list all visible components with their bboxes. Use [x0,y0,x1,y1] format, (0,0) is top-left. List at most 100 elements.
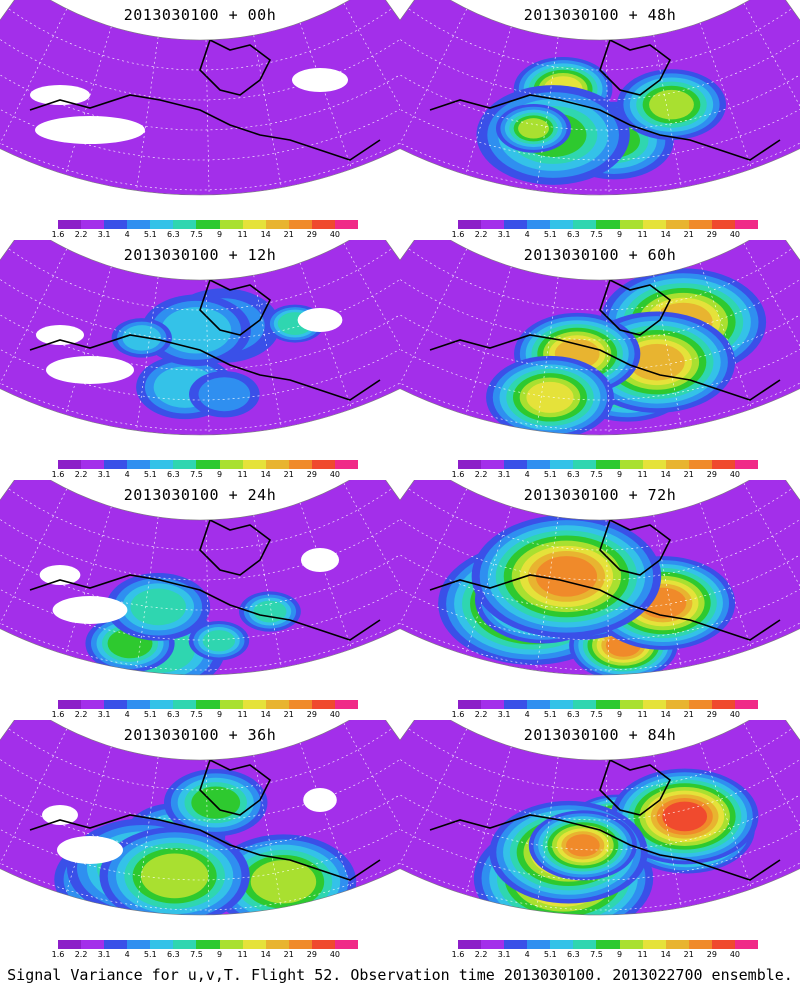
latitude-line [0,480,400,671]
colorbar-swatch [311,220,336,229]
latitude-line [0,480,400,581]
colorbar-tick-label: 11 [237,230,248,239]
colorbar-swatch [550,460,574,469]
coastline [29,38,381,161]
panel-title: 2013030100 + 36h [123,726,277,744]
longitude-line [536,277,559,431]
colorbar-tick-label: 9 [216,470,223,479]
colorbar-swatch [596,940,621,949]
map-panel: 2013030100 + 48h 1.6 2.2 3.1 4 5.1 6.3 7.5 9 11 14… [400,0,800,250]
longitude-line [65,746,112,895]
colorbar-tick-label: 11 [637,470,648,479]
colorbar-tick-label: 21 [283,230,294,239]
longitude-line [699,262,753,410]
colorbar-swatch [173,700,197,709]
colorbar-tick-label: 4 [524,230,530,239]
colorbar-swatch [711,700,736,709]
colorbar-tick-label: 7.5 [590,950,603,959]
latitude-line [0,720,400,821]
contour-region [198,377,251,412]
colorbar-swatch [242,700,267,709]
map-panel: 2013030100 + 72h 1.6 2.2 3.1 4 5.1 6.3 7.5 9 11 14… [400,480,800,730]
colorbar-tick-label: 4 [524,950,530,959]
colorbar-swatch [196,220,221,229]
longitude-line [343,723,400,860]
colorbar: 1.6 2.2 3.1 4 5.1 6.3 7.5 9 11 14 21 29 40 [452,460,762,479]
colorbar-swatch [58,220,82,229]
colorbar-swatch [127,700,151,709]
longitude-line [253,275,282,428]
contour-region [140,853,209,899]
colorbar-swatch [596,700,621,709]
colorbar-tick-label: 14 [260,710,271,719]
longitude-line [0,8,68,148]
colorbar-tick-label: 14 [260,470,271,479]
colorbar-tick-label: 3.1 [497,470,511,479]
contour-region [662,801,708,832]
no-data-region [35,116,145,144]
map-border [0,0,400,196]
colorbar-tick-label: 1.6 [451,470,465,479]
longitude-line [205,519,210,675]
map-border [0,720,400,916]
colorbar-tick-label: 21 [283,950,294,959]
longitude-line [299,742,353,890]
colorbar-swatch [311,940,336,949]
colorbar-swatch [265,460,290,469]
colorbar-tick-label: 3.1 [97,470,111,479]
colorbar-swatch [642,940,667,949]
longitude-line [205,279,210,435]
colorbar-tick-label: 2.2 [474,950,488,959]
colorbar-tick-label: 2.2 [474,710,488,719]
longitude-line [205,759,210,915]
colorbar-tick-label: 3.1 [497,230,511,239]
colorbar-swatch [81,220,105,229]
colorbar-swatch [504,700,528,709]
colorbar-tick-label: 21 [283,710,294,719]
colorbar: 1.6 2.2 3.1 4 5.1 6.3 7.5 9 11 14 21 29 40 [52,220,362,239]
colorbar-swatch [665,220,690,229]
colorbar-tick-label: 11 [237,470,248,479]
no-data-region [42,805,78,825]
colorbar-tick-label: 14 [660,950,671,959]
colorbar-scale [58,460,359,469]
contour-region [565,834,600,857]
map-panel: 2013030100 + 00h 1.6 2.2 3.1 4 5.1 6.3 7.5 9 11 14… [0,0,400,250]
colorbar: 1.6 2.2 3.1 4 5.1 6.3 7.5 9 11 14 21 29 40 [452,940,762,959]
contour-region [253,600,287,623]
colorbar-swatch [150,220,174,229]
colorbar-swatch [458,700,482,709]
map-panel: 2013030100 + 60h 1.6 2.2 3.1 4 5.1 6.3 7.5 9 11 14… [400,240,800,490]
longitude-line [653,515,682,668]
colorbar-tick-label: 6.3 [167,470,180,479]
colorbar-tick-label: 9 [216,950,223,959]
colorbar-tick-label: 5.1 [143,230,157,239]
colorbar-tick-label: 29 [706,230,717,239]
longitude-line [653,275,682,428]
field-map [0,0,400,196]
colorbar-swatch [173,460,197,469]
contour-region [250,860,317,904]
colorbar-swatch [104,460,128,469]
longitude-line [0,248,68,388]
map-panel: 2013030100 + 36h 1.6 2.2 3.1 4 5.1 6.3 7.5 9 11 14… [0,720,400,970]
colorbar-tick-label: 1.6 [51,230,65,239]
colorbar-scale [58,940,359,949]
colorbar-swatch [665,940,690,949]
colorbar-tick-label: 21 [683,710,694,719]
colorbar: 1.6 2.2 3.1 4 5.1 6.3 7.5 9 11 14 21 29 40 [452,700,762,719]
colorbar-tick-label: 7.5 [190,710,203,719]
colorbar-tick-label: 2.2 [474,230,488,239]
colorbar-swatch [58,700,82,709]
field-map [400,720,800,916]
field-map [400,240,800,436]
contour-region [535,556,598,597]
colorbar-swatch [127,220,151,229]
colorbar-scale [58,700,359,709]
contour-region [161,307,232,354]
colorbar-swatch [527,220,551,229]
colorbar-swatch [288,460,313,469]
colorbar-tick-label: 21 [683,470,694,479]
colorbar-swatch [458,940,482,949]
colorbar-tick-label: 9 [616,230,623,239]
